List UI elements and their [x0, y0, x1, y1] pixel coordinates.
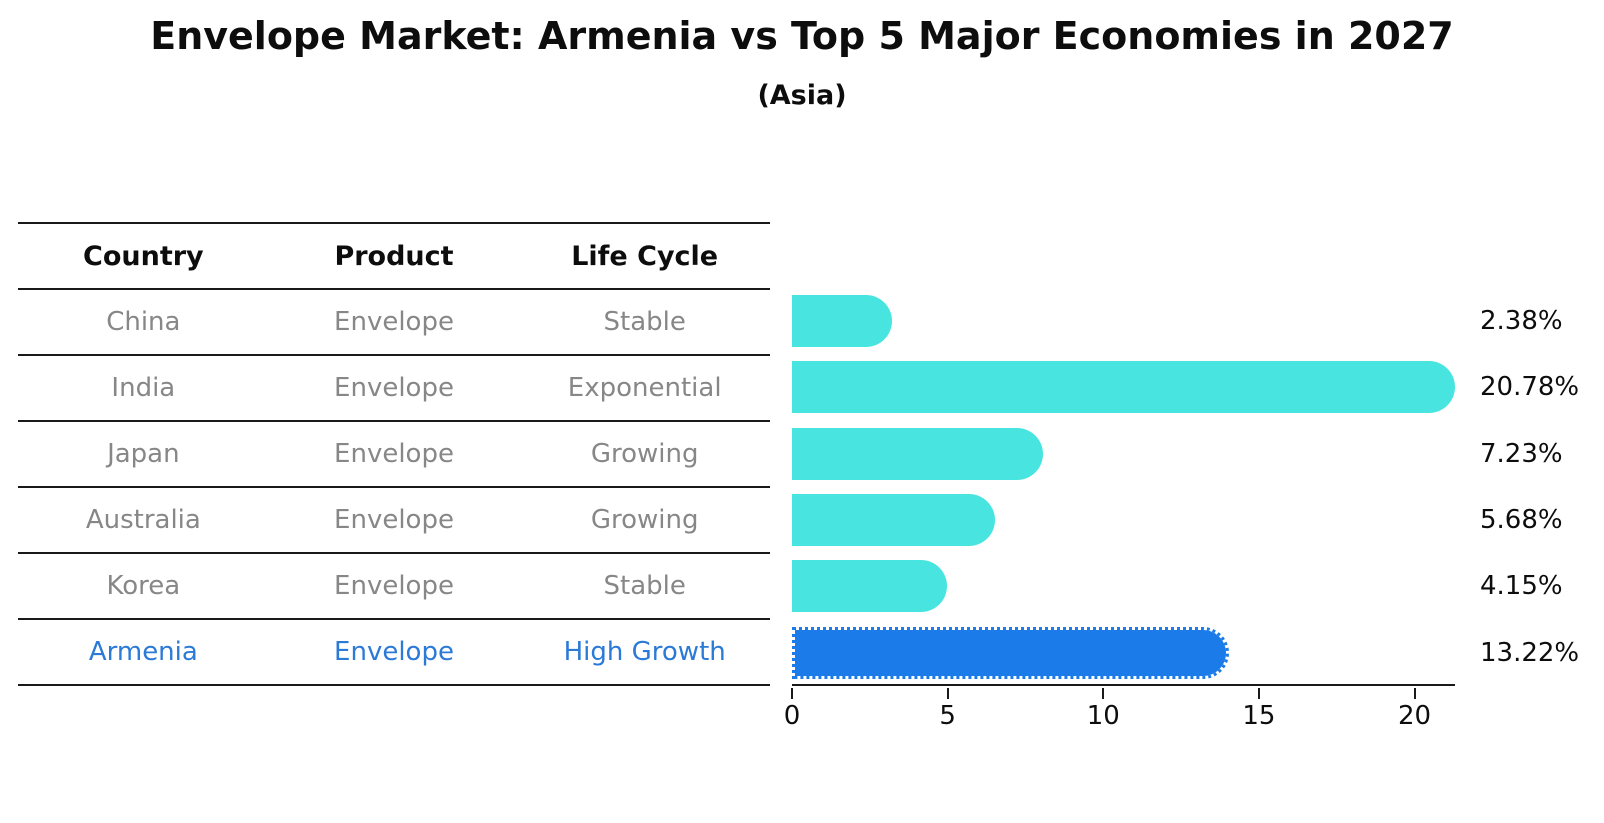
bar-armenia	[792, 626, 1230, 679]
bar-row	[792, 288, 1455, 354]
value-label-india: 20.78%	[1480, 372, 1580, 403]
x-axis-tick-mark	[1102, 688, 1105, 699]
value-label-australia: 5.68%	[1480, 505, 1563, 536]
table-row-australia: Australia Envelope Growing	[18, 488, 770, 554]
x-axis-tick-mark	[791, 688, 793, 699]
cell-life-cycle: Stable	[603, 307, 686, 337]
cell-product: Envelope	[334, 637, 454, 667]
cell-product: Envelope	[334, 307, 454, 337]
cell-country: Japan	[107, 439, 180, 469]
table-row-korea: Korea Envelope Stable	[18, 554, 770, 620]
bar-row	[792, 421, 1455, 487]
cell-country: India	[111, 373, 176, 403]
column-header-product: Product	[334, 240, 454, 272]
bar-korea	[792, 560, 948, 613]
bar-australia	[792, 494, 995, 547]
column-header-country: Country	[83, 240, 204, 272]
bar-row	[792, 354, 1455, 420]
country-table: Country Product Life Cycle China Envelop…	[18, 222, 770, 686]
cell-life-cycle: Exponential	[567, 373, 722, 403]
x-axis-tick-mark	[1257, 688, 1260, 699]
bar-row	[792, 553, 1455, 619]
bar-japan	[792, 427, 1044, 480]
x-axis: 0 5 10 15 20	[784, 688, 1455, 736]
cell-product: Envelope	[334, 373, 454, 403]
value-label-armenia: 13.22%	[1480, 637, 1580, 668]
cell-country: Australia	[85, 505, 201, 535]
cell-country: Korea	[106, 571, 181, 601]
table-row-india: India Envelope Exponential	[18, 356, 770, 422]
chart-subtitle: (Asia)	[757, 80, 847, 111]
value-labels: 2.38% 20.78% 7.23% 5.68% 4.15% 13.22%	[1480, 288, 1604, 686]
table-header-row: Country Product Life Cycle	[18, 224, 770, 290]
x-axis-tick-label: 15	[1242, 701, 1276, 731]
bar-china	[792, 295, 893, 348]
cell-country: Armenia	[88, 637, 198, 667]
table-row-armenia: Armenia Envelope High Growth	[18, 620, 770, 686]
bars-panel	[792, 288, 1455, 686]
x-axis-tick-label: 5	[939, 701, 956, 731]
cell-life-cycle: High Growth	[563, 637, 726, 667]
cell-product: Envelope	[334, 505, 454, 535]
cell-country: China	[106, 307, 181, 337]
table-row-japan: Japan Envelope Growing	[18, 422, 770, 488]
column-header-life-cycle: Life Cycle	[571, 240, 719, 272]
x-axis-tick-label: 20	[1397, 701, 1432, 731]
chart-title: Envelope Market: Armenia vs Top 5 Major …	[150, 14, 1454, 58]
x-axis-tick-mark	[1413, 688, 1416, 699]
cell-life-cycle: Stable	[603, 571, 686, 601]
x-axis-tick-label: 10	[1086, 701, 1120, 731]
bar-row	[792, 487, 1455, 553]
bar-india	[792, 361, 1455, 414]
cell-life-cycle: Growing	[590, 505, 699, 535]
bar-row	[792, 620, 1455, 686]
value-label-china: 2.38%	[1480, 306, 1563, 337]
value-label-japan: 7.23%	[1480, 438, 1563, 469]
x-axis-tick-mark	[946, 688, 949, 699]
cell-product: Envelope	[334, 439, 454, 469]
table-row-china: China Envelope Stable	[18, 290, 770, 356]
cell-life-cycle: Growing	[590, 439, 699, 469]
x-axis-tick-label: 0	[783, 701, 801, 731]
value-label-korea: 4.15%	[1480, 571, 1563, 602]
cell-product: Envelope	[334, 571, 454, 601]
